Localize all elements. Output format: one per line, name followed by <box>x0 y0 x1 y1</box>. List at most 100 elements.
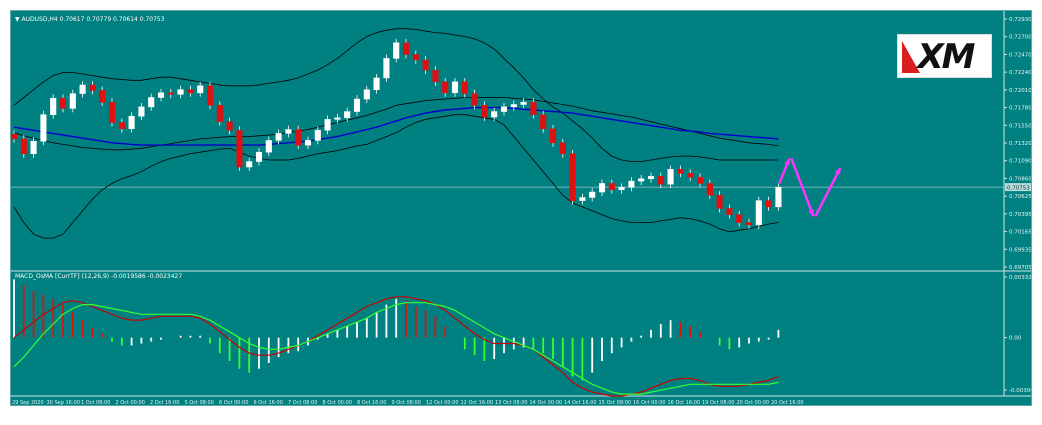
candle-bear <box>236 130 243 168</box>
candle-bull <box>363 89 370 100</box>
candle-bear <box>549 128 557 144</box>
candle-bear <box>461 81 468 94</box>
price-tick-label: 0.70860 <box>1009 176 1032 182</box>
price-tick-label: 0.69935 <box>1009 247 1032 253</box>
candle-bear <box>608 183 615 190</box>
candle-bear <box>216 105 223 122</box>
moving-average-line <box>13 106 779 146</box>
candle-bull <box>79 84 86 94</box>
price-tick-label: 0.72700 <box>1009 35 1032 41</box>
candle-bear <box>471 93 478 106</box>
candle-bear <box>402 42 410 55</box>
candle-bull <box>40 114 47 142</box>
current-price-label: 0.70753 <box>1007 186 1030 192</box>
time-axis-label: 1 Oct 08:00 <box>81 400 110 406</box>
candle-bull <box>628 180 635 188</box>
price-tick-label: 0.71090 <box>1009 159 1032 165</box>
candle-bear <box>442 81 449 94</box>
candle-bull <box>177 89 184 95</box>
chart-window[interactable]: 0.72930 0.72700 0.72470 0.72240 0.72010 0.717… <box>10 10 1032 406</box>
forecast-arrow-head <box>834 167 841 175</box>
candle-bear <box>206 85 214 106</box>
candle-bear <box>89 84 96 91</box>
indicator-tick-label: 0.00 <box>1009 336 1022 342</box>
time-axis-label: 20 Oct 00:00 <box>737 400 770 406</box>
candle-bear <box>559 142 566 154</box>
time-axis-label: 14 Oct 16:00 <box>564 400 597 406</box>
price-tick-label: 0.70395 <box>1009 212 1032 218</box>
candle-bear <box>657 176 664 185</box>
candle-bull <box>69 93 76 109</box>
time-axis-label: 12 Oct 00:00 <box>426 400 459 406</box>
bollinger-upper-band <box>13 28 779 163</box>
candle-bull <box>647 176 655 179</box>
candle-bull <box>383 58 390 79</box>
time-axis-label: 13 Oct 08:00 <box>495 400 528 406</box>
indicator-header: MACD_OsMA [CurrTF] (12,26,9) -0.0019586 … <box>15 273 182 280</box>
logo-flag-shape <box>902 41 920 73</box>
candle-bear <box>569 153 576 201</box>
forecast-arrow-head <box>784 158 790 166</box>
candle-bull <box>638 178 645 182</box>
time-axis-label: 16 Oct 00:00 <box>633 400 666 406</box>
time-axis-label: 2 Oct 16:00 <box>150 400 179 406</box>
candle-bull <box>314 130 321 141</box>
chart-canvas[interactable]: 0.72930 0.72700 0.72470 0.72240 0.72010 0.717… <box>11 11 1032 406</box>
candle-bear <box>59 98 67 109</box>
candle-bull <box>451 81 459 94</box>
time-axis-label: 14 Oct 00:00 <box>530 400 563 406</box>
time-axis-label: 9 Oct 08:00 <box>392 400 421 406</box>
candle-bull <box>255 151 263 162</box>
price-tick-label: 0.71320 <box>1009 141 1032 147</box>
logo-text: XM <box>917 37 975 77</box>
candle-bear <box>187 89 194 94</box>
time-axis-label: 30 Sep 16:00 <box>47 400 80 406</box>
price-tick-label: 0.70165 <box>1009 230 1032 236</box>
macd-line <box>13 296 779 397</box>
candle-bull <box>128 115 135 129</box>
candle-bull <box>579 197 586 201</box>
time-axis-label: 12 Oct 16:00 <box>461 400 494 406</box>
candle-bull <box>667 169 674 185</box>
candle-bull <box>520 101 527 105</box>
candle-bull <box>393 42 400 59</box>
indicator-tick-label: 0.003325 <box>1009 275 1032 281</box>
candle-bear <box>412 54 419 61</box>
forecast-arrow-segment <box>814 167 842 217</box>
time-axis-label: 16 Oct 16:00 <box>668 400 701 406</box>
price-tick-label: 0.71550 <box>1009 123 1032 129</box>
candle-bull <box>304 140 312 146</box>
candle-bear <box>295 129 302 146</box>
time-axis-label: 6 Oct 16:00 <box>254 400 283 406</box>
candle-bull <box>285 129 292 134</box>
candle-bull <box>275 133 282 141</box>
candle-bear <box>167 92 174 95</box>
candle-bull <box>157 92 165 98</box>
candle-bull <box>138 106 145 117</box>
time-axis-label: 8 Oct 16:00 <box>357 400 386 406</box>
price-tick-label: 0.72930 <box>1009 17 1032 23</box>
price-tick-label: 0.70625 <box>1009 194 1032 200</box>
time-axis-label: 29 Sep 2020 <box>12 400 44 406</box>
price-tick-label: 0.72470 <box>1009 52 1032 58</box>
symbol-info-header: ▼ AUDUSD,H4 0.70617 0.70779 0.70614 0.70… <box>15 16 165 23</box>
candle-bear <box>20 138 27 154</box>
price-tick-label: 0.72240 <box>1009 70 1032 76</box>
candle-bull <box>30 140 37 154</box>
candle-bear <box>99 90 106 103</box>
candle-bull <box>598 183 606 193</box>
candle-bear <box>726 208 733 215</box>
time-axis-label: 20 Oct 16:00 <box>771 400 804 406</box>
indicator-tick-label: -0.00300 <box>1009 388 1032 394</box>
candle-bull <box>50 98 57 115</box>
candle-bear <box>736 214 743 223</box>
candle-bull <box>500 106 508 112</box>
candle-bear <box>745 222 753 226</box>
time-axis-label: 5 Oct 08:00 <box>185 400 214 406</box>
candle-bull <box>491 111 498 118</box>
candle-bear <box>481 105 488 118</box>
price-tick-label: 0.69705 <box>1009 265 1032 271</box>
candle-bear <box>677 169 684 174</box>
forecast-arrow-head <box>808 209 814 217</box>
candle-bull <box>618 187 625 190</box>
